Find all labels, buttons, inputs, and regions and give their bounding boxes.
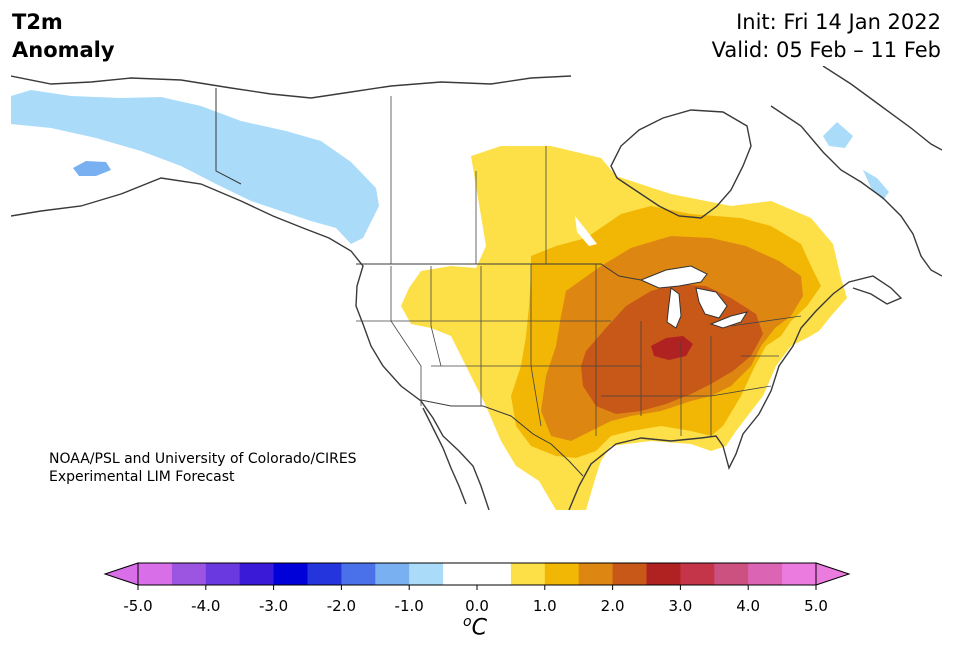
arctic-coast <box>11 75 572 99</box>
colorbar-cells <box>138 563 817 585</box>
colorbar-cell <box>443 563 478 585</box>
anomaly-map <box>11 66 942 510</box>
colorbar-tick-label: 3.0 <box>668 597 693 615</box>
colorbar-tick-label: 1.0 <box>532 597 557 615</box>
colorbar-cell <box>375 563 410 585</box>
map-title: T2m Anomaly <box>12 8 115 64</box>
internal-border <box>430 266 442 367</box>
internal-border <box>390 266 422 406</box>
lake-huron <box>695 287 728 319</box>
valid-dates: Valid: 05 Feb – 11 Feb <box>711 38 941 62</box>
colorbar-tick-label: -1.0 <box>394 597 424 615</box>
colorbar-tick-label: 5.0 <box>804 597 828 615</box>
colorbar-cell <box>714 563 749 585</box>
colorbar-cell <box>646 563 681 585</box>
colorbar-cell <box>171 563 207 585</box>
credit-line-1: NOAA/PSL and University of Colorado/CIRE… <box>49 451 357 467</box>
colorbar-cell <box>680 563 715 585</box>
colorbar-tick-label: 0.0 <box>465 597 489 615</box>
colorbar-cell <box>409 563 444 585</box>
colorbar-tick-label: -4.0 <box>191 597 221 615</box>
map-boundaries <box>11 66 942 510</box>
colorbar-cell <box>748 563 783 585</box>
colorbar-ticks <box>137 585 817 590</box>
hudson-bay <box>610 109 752 219</box>
unit-letter: C <box>471 615 487 641</box>
colorbar-cell <box>782 563 817 585</box>
colorbar-cell <box>307 563 342 585</box>
colorbar-tick-label: 2.0 <box>600 597 625 615</box>
colorbar-cell <box>239 563 275 585</box>
colorbar-cell <box>544 563 580 585</box>
lake-erie <box>709 311 749 329</box>
colorbar-cell <box>341 563 376 585</box>
colorbar-tick-label: -5.0 <box>123 597 153 615</box>
colorbar-cell <box>578 563 614 585</box>
colorbar-cell <box>205 563 241 585</box>
colorbar-unit: oC <box>463 614 487 640</box>
lake-michigan <box>666 287 682 329</box>
cold-anomaly-labrador <box>863 170 889 200</box>
labrador-coast <box>770 105 942 277</box>
colorbar-cell <box>477 563 512 585</box>
title-line-1: T2m <box>12 10 63 34</box>
cold-anomaly-baffin <box>823 122 853 148</box>
colorbar-extend-high <box>815 562 851 586</box>
canada-us-border <box>356 263 642 281</box>
lake-superior <box>639 265 708 289</box>
internal-border <box>730 315 802 327</box>
great-lakes <box>575 216 749 329</box>
colorbar-tick-label: 4.0 <box>736 597 761 615</box>
forecast-dates: Init: Fri 14 Jan 2022 Valid: 05 Feb – 11… <box>712 8 941 64</box>
colorbar-cell <box>138 563 173 585</box>
internal-borders <box>356 96 802 436</box>
cold-anomaly-alaska-canada <box>11 90 379 244</box>
map-credit: NOAA/PSL and University of Colorado/CIRE… <box>49 450 357 486</box>
colorbar-cell <box>510 563 546 585</box>
init-date: Init: Fri 14 Jan 2022 <box>736 10 941 34</box>
cold-anomaly-regions <box>11 90 889 244</box>
pacific-coastline <box>11 177 490 510</box>
colorbar-extend-low <box>103 562 139 586</box>
colorbar-tick-label: -2.0 <box>326 597 357 615</box>
colorbar-cell <box>273 563 308 585</box>
gulf-coastline <box>568 275 903 510</box>
colorbar-cell <box>612 563 647 585</box>
us-mexico-border <box>420 399 584 477</box>
alaska-canada-border <box>215 88 242 185</box>
greenland-coast <box>822 66 942 151</box>
unit-degree-sup: o <box>463 614 472 630</box>
warm-anomaly-2.5 <box>651 336 693 360</box>
title-line-2: Anomaly <box>12 38 115 62</box>
lake-winnipeg <box>575 216 597 246</box>
cold-anomaly-alaska-core <box>73 161 111 176</box>
colorbar-tick-label: -3.0 <box>258 597 289 615</box>
colorbar <box>103 562 851 590</box>
credit-line-2: Experimental LIM Forecast <box>49 469 235 485</box>
warm-anomaly-regions <box>401 146 847 510</box>
baja-coast <box>422 407 467 505</box>
